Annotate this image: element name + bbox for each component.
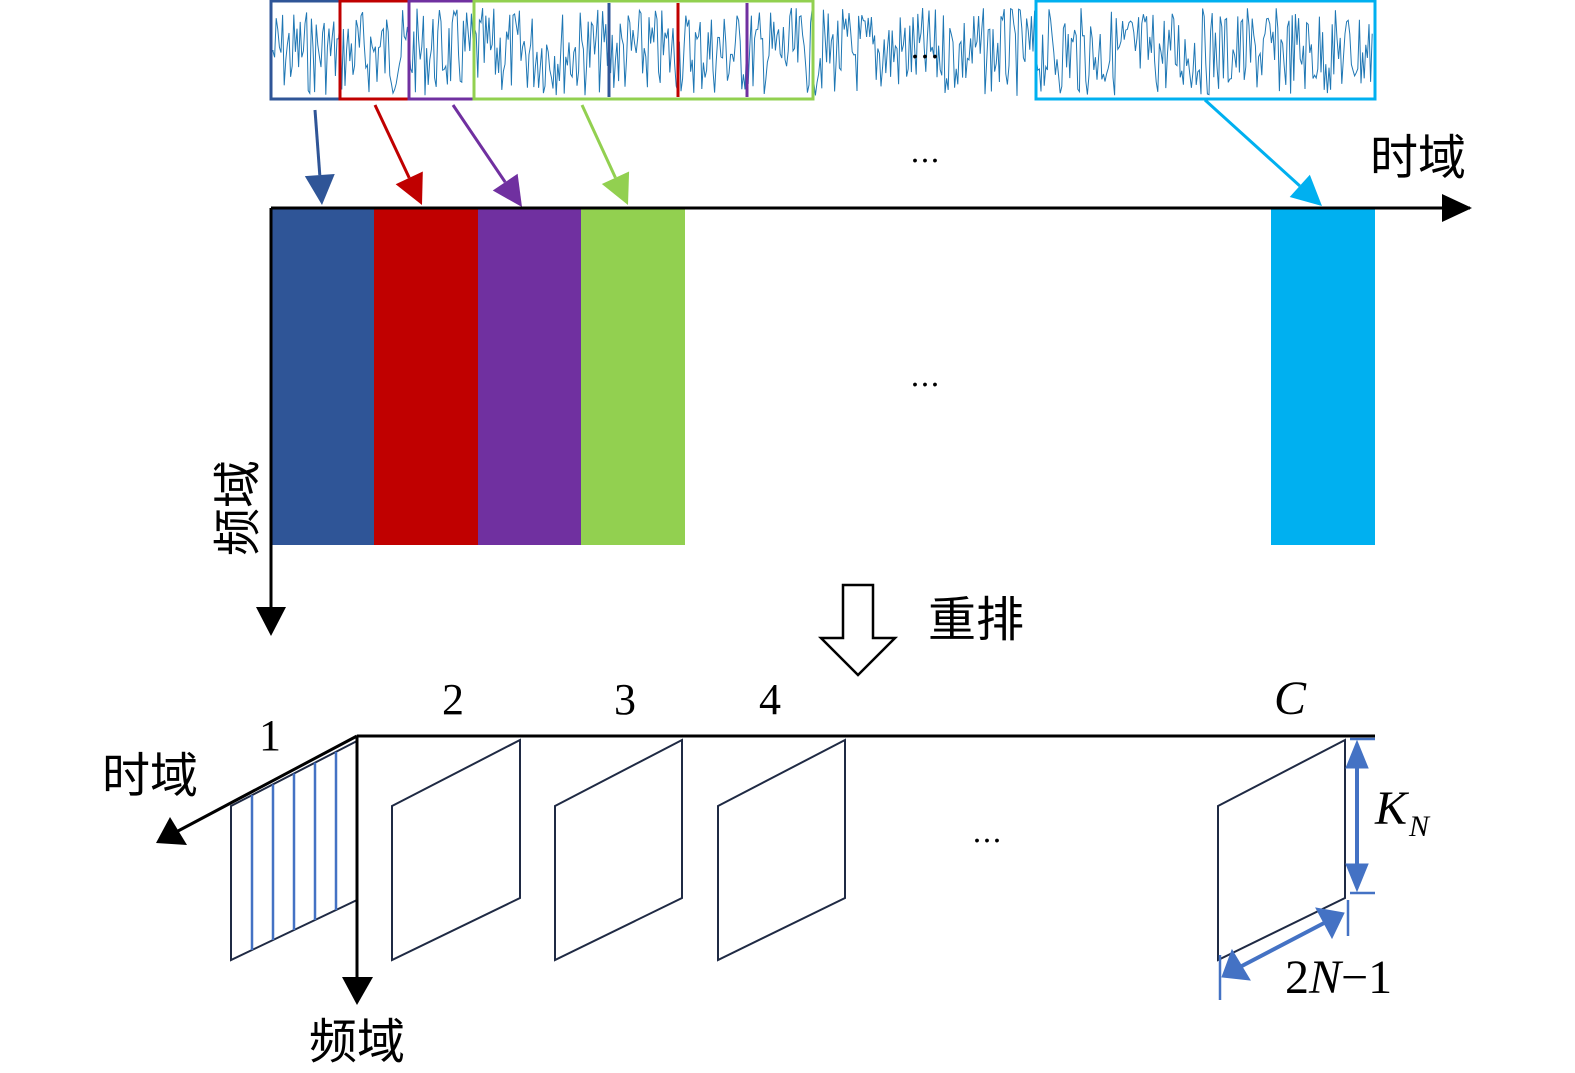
time-axis-label: 时域 (1370, 130, 1466, 186)
frame-c (1217, 738, 1346, 962)
arrow-shaft (580, 104, 617, 179)
arrowhead (304, 173, 335, 205)
signal-waveform (272, 7, 1373, 96)
frame-4 (717, 738, 846, 962)
arrows-ellipsis: … (910, 135, 940, 170)
width-dimension-line (1237, 920, 1327, 970)
height-label: KN (1374, 782, 1431, 843)
bars-ellipsis: … (910, 359, 940, 394)
frequency-axis-label: 频域 (210, 460, 266, 556)
spectrum-bar-4 (581, 208, 685, 545)
height-arrowhead-up (1345, 739, 1369, 769)
frame-label-1: 1 (259, 711, 281, 760)
mapping-arrow-1 (304, 109, 335, 205)
arrow-shaft (451, 104, 507, 183)
time-axis-arrowhead (1442, 194, 1472, 222)
width-label: 2N−1 (1285, 951, 1392, 1004)
frame-label-c: C (1274, 672, 1307, 725)
frame-2 (391, 738, 521, 962)
frames-ellipsis: … (972, 815, 1002, 850)
window-box-4 (472, 0, 815, 101)
width-arrowhead-right (1315, 907, 1345, 940)
arrowhead (492, 173, 522, 207)
rearrange-label: 重排 (928, 592, 1024, 648)
width-arrowhead-left (1221, 948, 1251, 981)
mapping-arrow-3 (451, 104, 522, 207)
frame-label-4: 4 (759, 675, 781, 724)
rearrange-arrow-icon (817, 583, 899, 677)
rearranged-frames: 时域 频域 1 2 3 4 C … KN 2N−1 (102, 672, 1431, 1070)
spectrum-bar-1 (271, 208, 374, 545)
frequency-axis-arrowhead (256, 607, 286, 636)
frame-3 (554, 738, 683, 962)
spectrum-bar-last (1271, 208, 1375, 545)
spectrum-bar-3 (478, 208, 581, 545)
bottom-frequency-axis-label: 频域 (309, 1014, 405, 1070)
spectrum-bar-2 (374, 208, 478, 545)
bottom-time-axis (177, 734, 358, 833)
bottom-time-axis-arrowhead (156, 817, 187, 845)
mapping-arrows (304, 98, 1322, 207)
frame-1-subcolumns (250, 751, 338, 950)
spectrogram: … (271, 208, 1375, 545)
signal-ellipsis: … (910, 31, 940, 66)
arrow-shaft (1203, 98, 1301, 187)
arrowhead (1289, 174, 1322, 206)
frame-label-2: 2 (442, 675, 464, 724)
arrowhead (395, 171, 423, 205)
mapping-arrow-last (1203, 98, 1322, 206)
bottom-frequency-axis-arrowhead (342, 977, 373, 1005)
frame-label-3: 3 (614, 675, 636, 724)
arrow-shaft (313, 109, 322, 176)
arrow-shaft (373, 104, 411, 179)
arrowhead (601, 171, 630, 205)
height-arrowhead-down (1345, 863, 1369, 893)
signal-strip: … (269, 0, 1377, 101)
bottom-time-axis-label: 时域 (102, 748, 198, 804)
width-dimension (1218, 900, 1350, 1000)
mapping-arrow-4 (580, 104, 630, 205)
window-box-last (1034, 0, 1377, 101)
mapping-arrow-2 (373, 104, 423, 205)
height-dimension (1345, 737, 1375, 895)
